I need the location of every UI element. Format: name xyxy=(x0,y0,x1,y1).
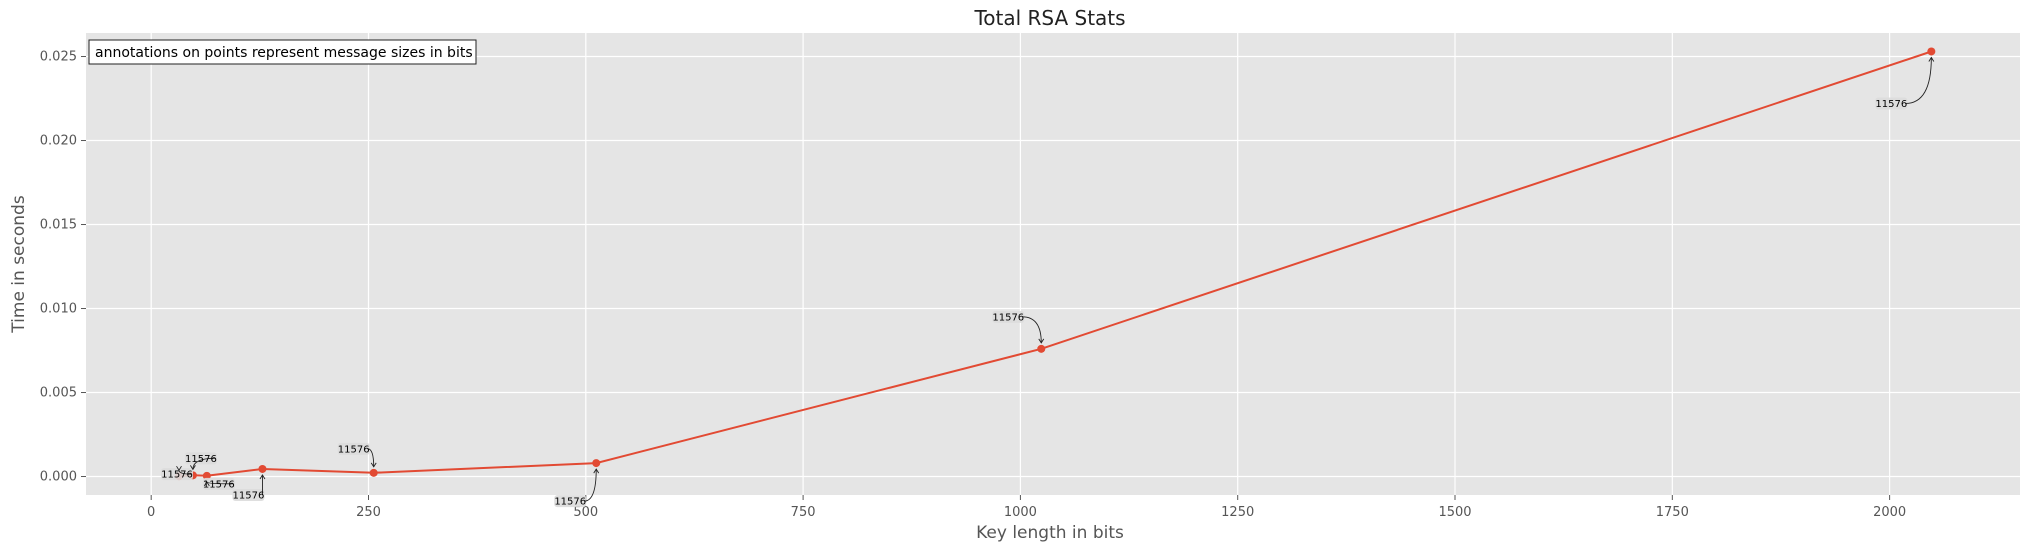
y-tick-label: 0.015 xyxy=(40,218,77,233)
annotation-box xyxy=(232,488,265,501)
y-tick-label: 0.010 xyxy=(40,302,77,317)
annotation-label: 11576 xyxy=(338,444,370,455)
data-point xyxy=(1927,47,1936,56)
x-tick-label: 2000 xyxy=(1873,505,1906,520)
annotation-arrowhead xyxy=(190,465,196,471)
y-tick-label: 0.025 xyxy=(40,50,77,65)
annotation-arrow xyxy=(1905,57,1932,104)
annotation-arrowhead xyxy=(1038,338,1045,344)
x-tick-label: 0 xyxy=(147,505,155,520)
annotation-arrowhead xyxy=(259,474,266,480)
x-tick-label: 500 xyxy=(573,505,598,520)
x-gridlines xyxy=(150,33,1891,495)
y-tick-label: 0.000 xyxy=(40,470,77,485)
y-axis-ticks: 0.000 0.005 0.010 0.015 0.020 0.025 xyxy=(40,50,86,485)
annotation-label: 11576 xyxy=(1875,99,1907,110)
annotation-box xyxy=(337,442,370,455)
y-axis-label: Time in seconds xyxy=(9,195,29,334)
annotation-box xyxy=(554,495,587,508)
y-gridlines xyxy=(86,55,2020,478)
x-tick-label: 750 xyxy=(791,505,816,520)
data-point xyxy=(592,459,601,468)
annotation-label: 11576 xyxy=(161,470,193,481)
y-tick-label: 0.020 xyxy=(40,134,77,149)
annotation-box xyxy=(1875,97,1908,110)
x-axis-ticks: 0 250 500 750 1000 1250 1500 1750 2000 xyxy=(147,495,1906,520)
annotation-label: 11576 xyxy=(554,497,586,508)
annotation-label: 11576 xyxy=(992,312,1024,323)
annotation-arrow xyxy=(192,457,215,470)
data-point xyxy=(258,464,267,473)
annotation-box xyxy=(184,452,217,465)
annotation-arrowhead xyxy=(176,465,182,472)
y-tick-label: 0.005 xyxy=(40,386,77,401)
note-box: annotations on points represent message … xyxy=(88,39,477,65)
chart-title: Total RSA Stats xyxy=(973,6,1125,30)
x-tick-label: 1500 xyxy=(1438,505,1471,520)
data-point xyxy=(1037,344,1046,353)
annotation-label: 11576 xyxy=(203,479,235,490)
annotation-box xyxy=(992,310,1025,323)
annotation-arrowhead xyxy=(370,462,377,468)
annotation-arrowhead xyxy=(203,480,210,487)
annotation-arrow xyxy=(1022,316,1042,343)
x-tick-label: 250 xyxy=(356,505,381,520)
annotation-box xyxy=(161,468,194,481)
annotation-label: 11576 xyxy=(233,490,265,501)
x-tick-label: 1750 xyxy=(1656,505,1689,520)
annotation-arrow xyxy=(367,448,375,467)
x-tick-label: 1250 xyxy=(1221,505,1254,520)
annotation-label: 11576 xyxy=(185,454,217,465)
data-point xyxy=(369,468,378,477)
annotation-arrow xyxy=(584,469,597,502)
note-text: annotations on points represent message … xyxy=(95,45,473,61)
plot-area xyxy=(86,33,2020,495)
annotation-arrowhead xyxy=(1928,56,1935,62)
x-axis-label: Key length in bits xyxy=(976,523,1124,543)
x-tick-label: 1000 xyxy=(1004,505,1037,520)
annotation-arrowhead xyxy=(593,468,600,474)
